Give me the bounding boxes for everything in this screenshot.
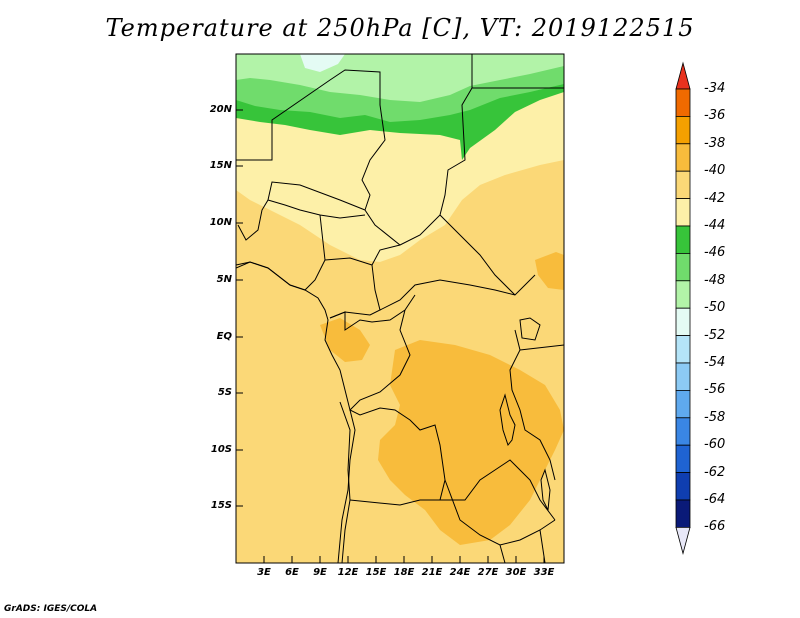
lat-label-10s: 10S [210, 444, 232, 455]
lon-label-6e: 6E [285, 567, 299, 578]
field-region-minus40-west [320, 318, 370, 362]
colorbar-top-arrow [675, 61, 691, 90]
colorbar [675, 61, 691, 555]
lon-label-24e: 24E [449, 567, 471, 578]
colorbar-label: -62 [704, 464, 726, 480]
colorbar-swatch [675, 307, 691, 337]
colorbar-label: -42 [704, 190, 726, 206]
lon-label-27e: 27E [477, 567, 499, 578]
lon-label-33e: 33E [533, 567, 555, 578]
colorbar-label: -38 [704, 135, 726, 151]
country-borders [236, 54, 564, 563]
lat-label-15s: 15S [210, 500, 232, 511]
colorbar-label: -60 [704, 437, 726, 453]
lakes [499, 317, 551, 512]
lat-label-5n: 5N [216, 274, 232, 285]
colorbar-label: -46 [704, 245, 726, 261]
lat-label-eq: EQ [216, 331, 232, 342]
colorbar-label: -48 [704, 272, 726, 288]
lon-label-9e: 9E [313, 567, 327, 578]
lon-label-15e: 15E [365, 567, 387, 578]
colorbar-swatch [675, 143, 691, 172]
field-region-minus40-center [378, 340, 564, 545]
colorbar-swatch [675, 198, 691, 227]
colorbar-label: -40 [704, 163, 726, 179]
colorbar-swatch [675, 362, 691, 391]
lon-label-30e: 30E [505, 567, 527, 578]
colorbar-swatch [675, 280, 691, 309]
credit-text: GrADS: IGES/COLA [4, 604, 98, 614]
coastline [236, 261, 356, 563]
colorbar-label: -36 [704, 108, 726, 124]
lat-label-20n: 20N [209, 104, 232, 115]
lon-label-12e: 12E [337, 567, 359, 578]
colorbar-label: -64 [704, 492, 726, 507]
lat-label-5s: 5S [217, 387, 232, 398]
lon-label-21e: 21E [421, 567, 443, 578]
colorbar-label: -56 [704, 382, 726, 398]
colorbar-swatch [675, 88, 691, 117]
colorbar-label: -50 [704, 300, 726, 316]
colorbar-label: -44 [704, 218, 726, 233]
lon-ticks [263, 556, 545, 563]
colorbar-swatch [675, 472, 691, 501]
colorbar-label: -66 [704, 519, 726, 535]
colorbar-swatch [675, 170, 691, 199]
colorbar-label: -34 [704, 81, 726, 96]
colorbar-bottom-arrow [675, 527, 691, 555]
colorbar-swatch [675, 444, 691, 474]
lat-label-10n: 10N [209, 217, 232, 228]
lon-label-18e: 18E [393, 567, 415, 578]
colorbar-label: -54 [704, 355, 726, 370]
colorbar-swatch [675, 225, 691, 254]
colorbar-swatch [675, 335, 691, 364]
map-frame [235, 53, 565, 564]
lat-label-15n: 15N [209, 160, 232, 171]
colorbar-label: -58 [704, 409, 726, 425]
field-region-minus50 [300, 54, 345, 72]
field-region-minus40-east [535, 252, 564, 290]
colorbar-swatch [675, 417, 691, 446]
lon-label-3e: 3E [257, 567, 271, 578]
map-title: Temperature at 250hPa [C], VT: 201912251… [105, 14, 695, 42]
colorbar-swatch [675, 389, 691, 419]
lat-ticks [236, 109, 243, 507]
colorbar-swatch [675, 499, 691, 528]
colorbar-label: -52 [704, 327, 726, 343]
colorbar-swatch [675, 116, 691, 145]
colorbar-swatch [675, 252, 691, 282]
